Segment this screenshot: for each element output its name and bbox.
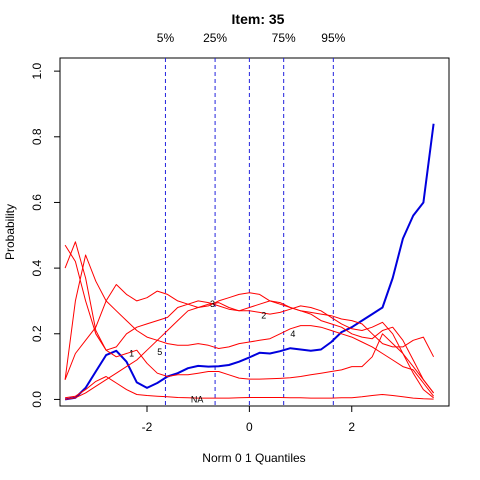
curve-label: 1	[129, 348, 134, 358]
y-tick-label: 0.8	[30, 128, 44, 145]
chart-title: Item: 35	[232, 11, 285, 27]
series-line-5	[64, 241, 434, 394]
series-line-4	[64, 284, 435, 380]
curve-labels: 1 5 3 2 4 NA	[129, 299, 295, 404]
quantile-labels: 5% 25% 75% 95%	[157, 31, 346, 45]
y-tick-label: 0.0	[30, 391, 44, 408]
plot-frame	[59, 57, 450, 407]
x-tick-label: 0	[246, 420, 253, 434]
y-axis-label: Probability	[3, 204, 17, 260]
series-line-1	[64, 244, 434, 394]
y-tick-label: 1.0	[30, 62, 44, 79]
curve-label: 2	[261, 311, 266, 321]
curve-label: 5	[157, 347, 162, 357]
series-lines	[64, 123, 435, 401]
x-axis-label: Norm 0 1 Quantiles	[202, 451, 305, 465]
series-line-0	[64, 123, 435, 401]
y-tick-label: 0.6	[30, 194, 44, 211]
quantile-label: 75%	[272, 31, 296, 45]
series-line-2	[65, 302, 434, 400]
quantile-lines	[164, 58, 334, 406]
x-axis: -2 0 2	[142, 406, 355, 434]
series-line-3	[64, 254, 434, 397]
curve-label: 4	[290, 329, 295, 339]
y-axis: 0.0 0.2 0.4 0.6 0.8 1.0	[30, 62, 60, 408]
curve-label: 3	[210, 299, 215, 309]
quantile-label: 25%	[203, 31, 227, 45]
y-tick-label: 0.4	[30, 259, 44, 276]
series-line-6	[65, 376, 434, 400]
quantile-label: 95%	[321, 31, 345, 45]
y-tick-label: 0.2	[30, 325, 44, 342]
x-tick-label: -2	[142, 420, 153, 434]
quantile-label: 5%	[157, 31, 175, 45]
x-tick-label: 2	[348, 420, 355, 434]
curve-label: NA	[191, 394, 204, 404]
